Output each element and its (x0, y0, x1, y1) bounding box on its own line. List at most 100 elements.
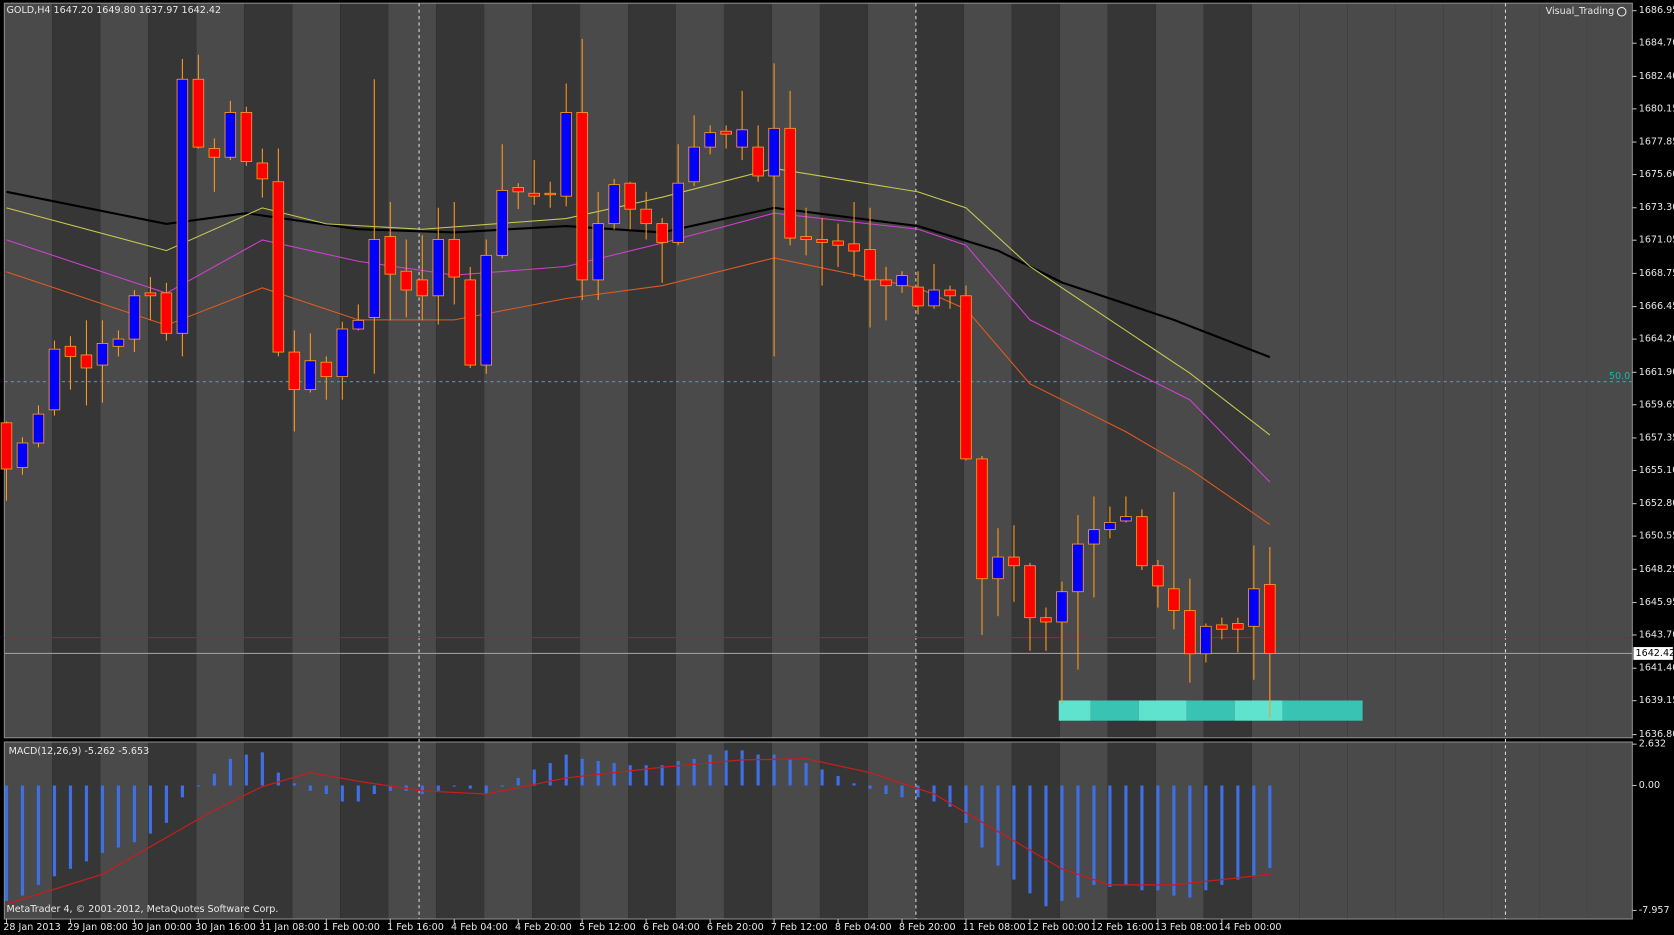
candle-body (912, 286, 924, 307)
candle-body (1088, 529, 1100, 545)
x-tick-label: 1 Feb 00:00 (323, 922, 380, 933)
candle-body (1200, 625, 1212, 655)
candle-body (176, 78, 189, 334)
stripe (1587, 742, 1633, 920)
stripe (340, 3, 389, 738)
stripe (4, 742, 53, 920)
stripe (148, 742, 197, 920)
stripe (867, 742, 916, 920)
stripe (196, 742, 245, 920)
x-tick-label: 4 Feb 20:00 (515, 922, 572, 933)
candle-body (256, 162, 269, 180)
signal-segment (1138, 700, 1187, 721)
signal-segment (1234, 700, 1283, 721)
stripe (244, 3, 293, 738)
stripe (1539, 3, 1588, 738)
candle-body (128, 295, 141, 340)
stripe (1443, 742, 1492, 920)
x-tick-label: 5 Feb 12:00 (579, 922, 636, 933)
candle-body (288, 351, 301, 391)
y-tick-label: 1659.65 (1639, 399, 1674, 410)
candle-body (576, 112, 588, 281)
candle-body (432, 239, 445, 297)
candle-body (560, 112, 572, 197)
candle-body (368, 239, 381, 318)
stripe (723, 3, 772, 738)
candle-body (320, 361, 333, 378)
macd-title: MACD(12,26,9) -5.262 -5.653 (9, 746, 150, 757)
x-tick-label: 1 Feb 16:00 (387, 922, 444, 933)
stripe (292, 3, 341, 738)
candle-body (336, 328, 349, 378)
y-tick-label: 1648.25 (1639, 564, 1674, 575)
y-tick-label: 1671.05 (1639, 235, 1674, 246)
candle-body (1024, 565, 1036, 619)
y-tick-label: 1682.40 (1639, 71, 1674, 82)
candle-body (144, 292, 157, 297)
y-tick-label: 1652.80 (1639, 498, 1674, 509)
signal-segment (1090, 700, 1139, 721)
candle-body (624, 182, 636, 210)
candle-body (272, 181, 285, 353)
session-stripes (4, 3, 1633, 920)
candle-body (400, 270, 413, 291)
signal-segment (1282, 700, 1363, 721)
stripe (52, 3, 101, 738)
plot: 1686.95 1684.70 1682.40 1680.15 1677.85 1675.… (0, 5, 1674, 933)
x-tick-label: 11 Feb 08:00 (963, 922, 1026, 933)
stripe (963, 742, 1012, 920)
y-tick-label: 1675.60 (1639, 169, 1674, 180)
candle-body (1104, 521, 1116, 531)
x-tick-label: 13 Feb 08:00 (1155, 922, 1218, 933)
x-tick-label: 6 Feb 04:00 (643, 922, 700, 933)
stripe (52, 742, 101, 920)
candle-body (1040, 617, 1052, 623)
stripe (628, 742, 677, 920)
y-tick-label: 1641.40 (1639, 663, 1674, 674)
stripe (915, 742, 964, 920)
candle-body (832, 240, 844, 246)
x-tick-label: 14 Feb 00:00 (1219, 922, 1282, 933)
candle-body (752, 146, 764, 177)
candle-body (592, 223, 604, 281)
stripe (580, 3, 629, 738)
macd-y-tick-label: -7.957 (1639, 905, 1670, 916)
y-tick-label: 1680.15 (1639, 103, 1674, 114)
candle-body (512, 187, 524, 193)
stripe (819, 742, 868, 920)
stripe (628, 3, 677, 738)
candle-body (992, 556, 1004, 580)
candle-body (1152, 565, 1164, 587)
candle-body (928, 289, 940, 307)
y-tick-label: 1661.90 (1639, 367, 1674, 378)
price-label-box (1633, 647, 1673, 660)
candle-body (160, 292, 173, 334)
copyright: MetaTrader 4, © 2001-2012, MetaQuotes So… (6, 904, 278, 915)
candle-body (496, 189, 508, 256)
price-pane-border (3, 2, 1633, 739)
candle-body (608, 184, 620, 225)
signal-box (1058, 700, 1363, 721)
candle-body (448, 239, 461, 278)
candle-body (384, 236, 397, 275)
stripe (1347, 742, 1396, 920)
stripe (4, 3, 53, 738)
x-tick-label: 12 Feb 00:00 (1027, 922, 1090, 933)
stripe (1491, 3, 1540, 738)
smiley-icon (1616, 6, 1627, 17)
candle-body (48, 348, 61, 411)
x-tick-label: 6 Feb 20:00 (707, 922, 764, 933)
candle-body (0, 422, 13, 470)
level-label: 50.0 (1609, 371, 1630, 382)
stripe (1155, 3, 1204, 738)
candle-body (208, 148, 221, 158)
candle-body (1216, 624, 1228, 630)
candle-body (1184, 610, 1196, 655)
candle-body (464, 279, 477, 366)
candle-body (1232, 623, 1244, 630)
candle-body (1120, 516, 1132, 522)
candle-body (736, 129, 748, 148)
y-tick-label: 1686.95 (1639, 5, 1674, 16)
candle-body (704, 132, 716, 148)
